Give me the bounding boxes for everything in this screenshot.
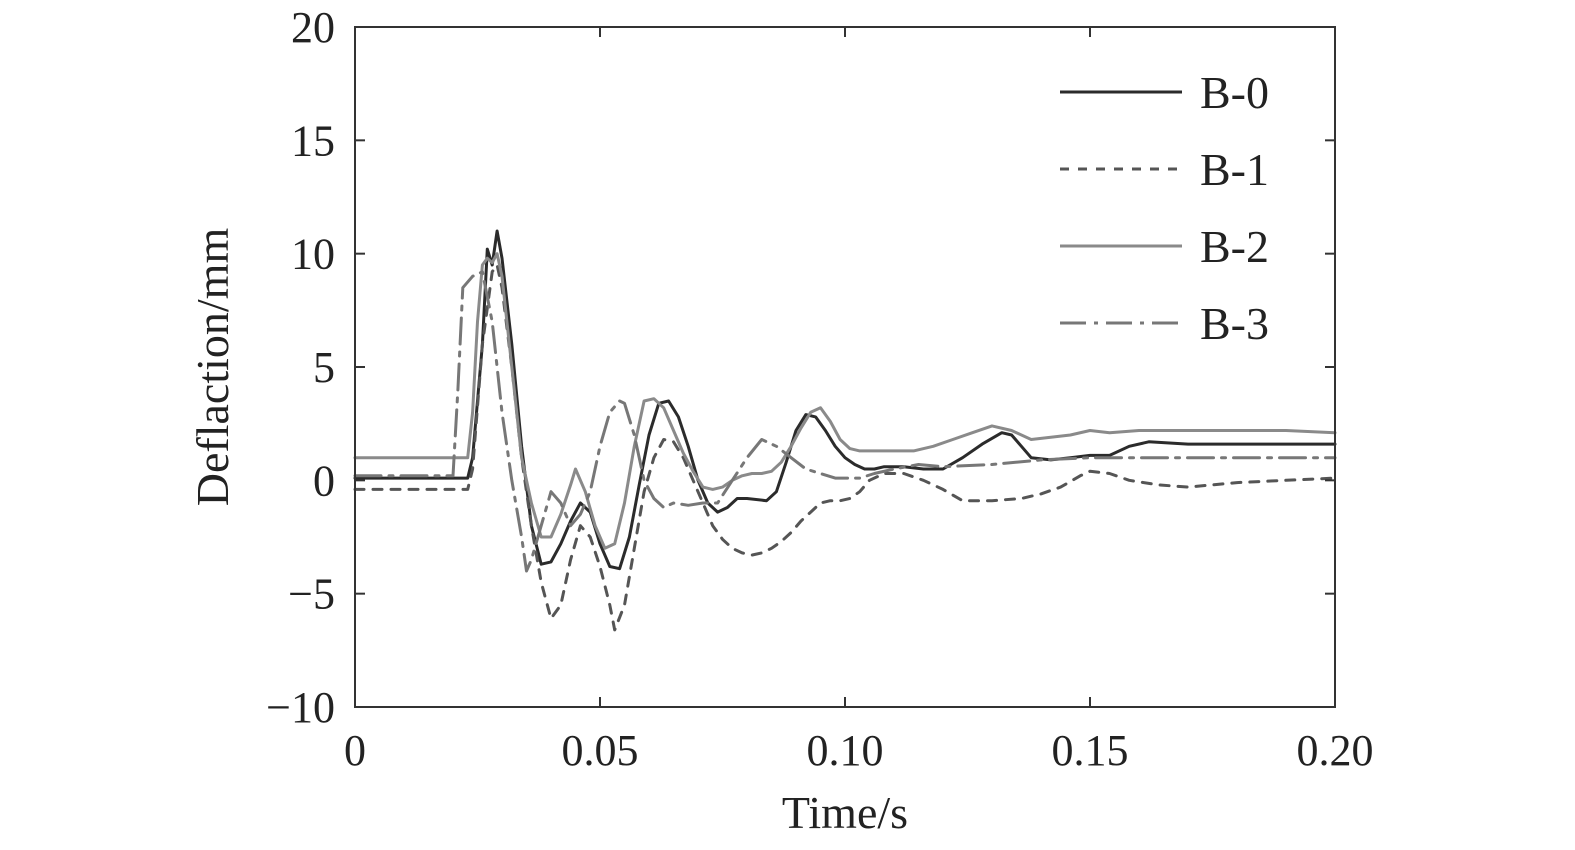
labels-layer: 0 0.05 0.10 0.15 0.20 −10 −5 0 5 10 15 20: [266, 3, 1373, 775]
series-layer: [353, 229, 1337, 632]
x-tick-label: 0.15: [1052, 726, 1129, 775]
x-tick-label: 0.20: [1297, 726, 1374, 775]
y-tick-label: −10: [266, 683, 335, 732]
series-line-b-3: [353, 270, 1337, 573]
y-tick-label: 0: [313, 456, 335, 505]
legend-label: B-0: [1200, 67, 1269, 118]
legend-label: B-1: [1200, 144, 1269, 195]
y-tick-label: 20: [291, 3, 335, 52]
x-axis-title: Time/s: [782, 787, 908, 838]
ticks-layer: [354, 26, 1336, 708]
x-tick-label: 0.10: [807, 726, 884, 775]
y-tick-label: −5: [288, 570, 335, 619]
y-axis-title: Deflaction/mm: [187, 228, 238, 507]
legend: B-0 B-1 B-2 B-3: [1060, 67, 1269, 349]
plot-frame: [354, 26, 1336, 708]
legend-label: B-2: [1200, 221, 1269, 272]
series-line-b-2: [353, 252, 1337, 550]
y-tick-label: 5: [313, 343, 335, 392]
legend-label: B-3: [1200, 298, 1269, 349]
x-tick-label: 0: [344, 726, 366, 775]
y-tick-label: 10: [291, 230, 335, 279]
y-tick-label: 15: [291, 116, 335, 165]
series-line-b-1: [353, 263, 1337, 632]
series-line-b-0: [353, 229, 1337, 571]
x-tick-label: 0.05: [562, 726, 639, 775]
